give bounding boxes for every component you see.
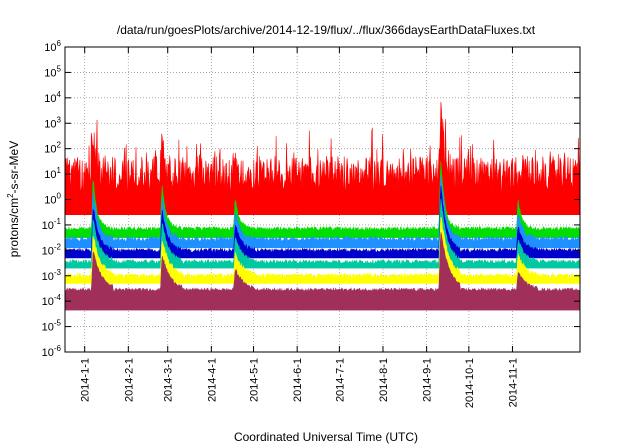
flux-series-area — [65, 101, 580, 215]
y-tick-label: 104 — [44, 90, 61, 105]
x-tick-label: 2014-6-1 — [292, 358, 304, 402]
y-tick-labels: 10-6 10-5 10-4 10-3 10-2 10-1 100 101 102 103 104 1… — [42, 39, 62, 359]
x-tick-label: 2014-5-1 — [249, 358, 261, 402]
y-tick-label: 10-4 — [42, 293, 62, 308]
y-tick-label: 10-5 — [42, 319, 62, 334]
y-tick-label: 103 — [44, 115, 61, 130]
x-axis-title: Coordinated Universal Time (UTC) — [234, 430, 418, 444]
y-tick-label: 102 — [44, 141, 61, 156]
x-tick-label: 2014-11-1 — [507, 358, 519, 407]
x-tick-label: 2014-3-1 — [163, 358, 175, 402]
flux-series-area — [65, 186, 580, 259]
y-tick-label: 100 — [44, 192, 61, 207]
y-tick-label: 10-3 — [42, 268, 62, 283]
flux-series-area — [65, 232, 580, 311]
y-tick-label: 106 — [44, 39, 61, 54]
x-tick-label: 2014-7-1 — [334, 358, 346, 402]
x-tick-label: 2014-4-1 — [206, 358, 218, 402]
x-tick-label: 2014-10-1 — [464, 358, 476, 408]
y-tick-label: 10-2 — [42, 242, 62, 257]
x-tick-label: 2014-8-1 — [378, 358, 390, 402]
data-area — [65, 101, 580, 311]
axis-ticks — [65, 46, 580, 353]
y-tick-label: 10-6 — [42, 344, 62, 359]
flux-series-area — [65, 175, 580, 249]
x-tick-labels: 2014-1-1 2014-2-1 2014-3-1 2014-4-1 2014-5-1… — [80, 358, 520, 408]
y-axis-title-sup: 2 — [6, 193, 15, 198]
y-axis-title-post: -s-sr-MeV — [7, 141, 21, 194]
y-tick-label: 10-1 — [42, 217, 62, 232]
x-tick-label: 2014-9-1 — [422, 358, 434, 402]
y-axis-title-pre: protons/cm — [7, 198, 21, 257]
flux-series-area — [65, 161, 580, 238]
y-tick-label: 105 — [44, 64, 61, 79]
y-tick-label: 101 — [44, 166, 61, 181]
x-tick-label: 2014-2-1 — [123, 358, 135, 402]
flux-series-area — [65, 198, 580, 269]
x-tick-label: 2014-1-1 — [80, 358, 92, 402]
chart-title: /data/run/goesPlots/archive/2014-12-19/f… — [117, 23, 536, 37]
flux-series-area — [65, 216, 580, 284]
y-axis-title: protons/cm2-s-sr-MeV — [6, 141, 21, 257]
